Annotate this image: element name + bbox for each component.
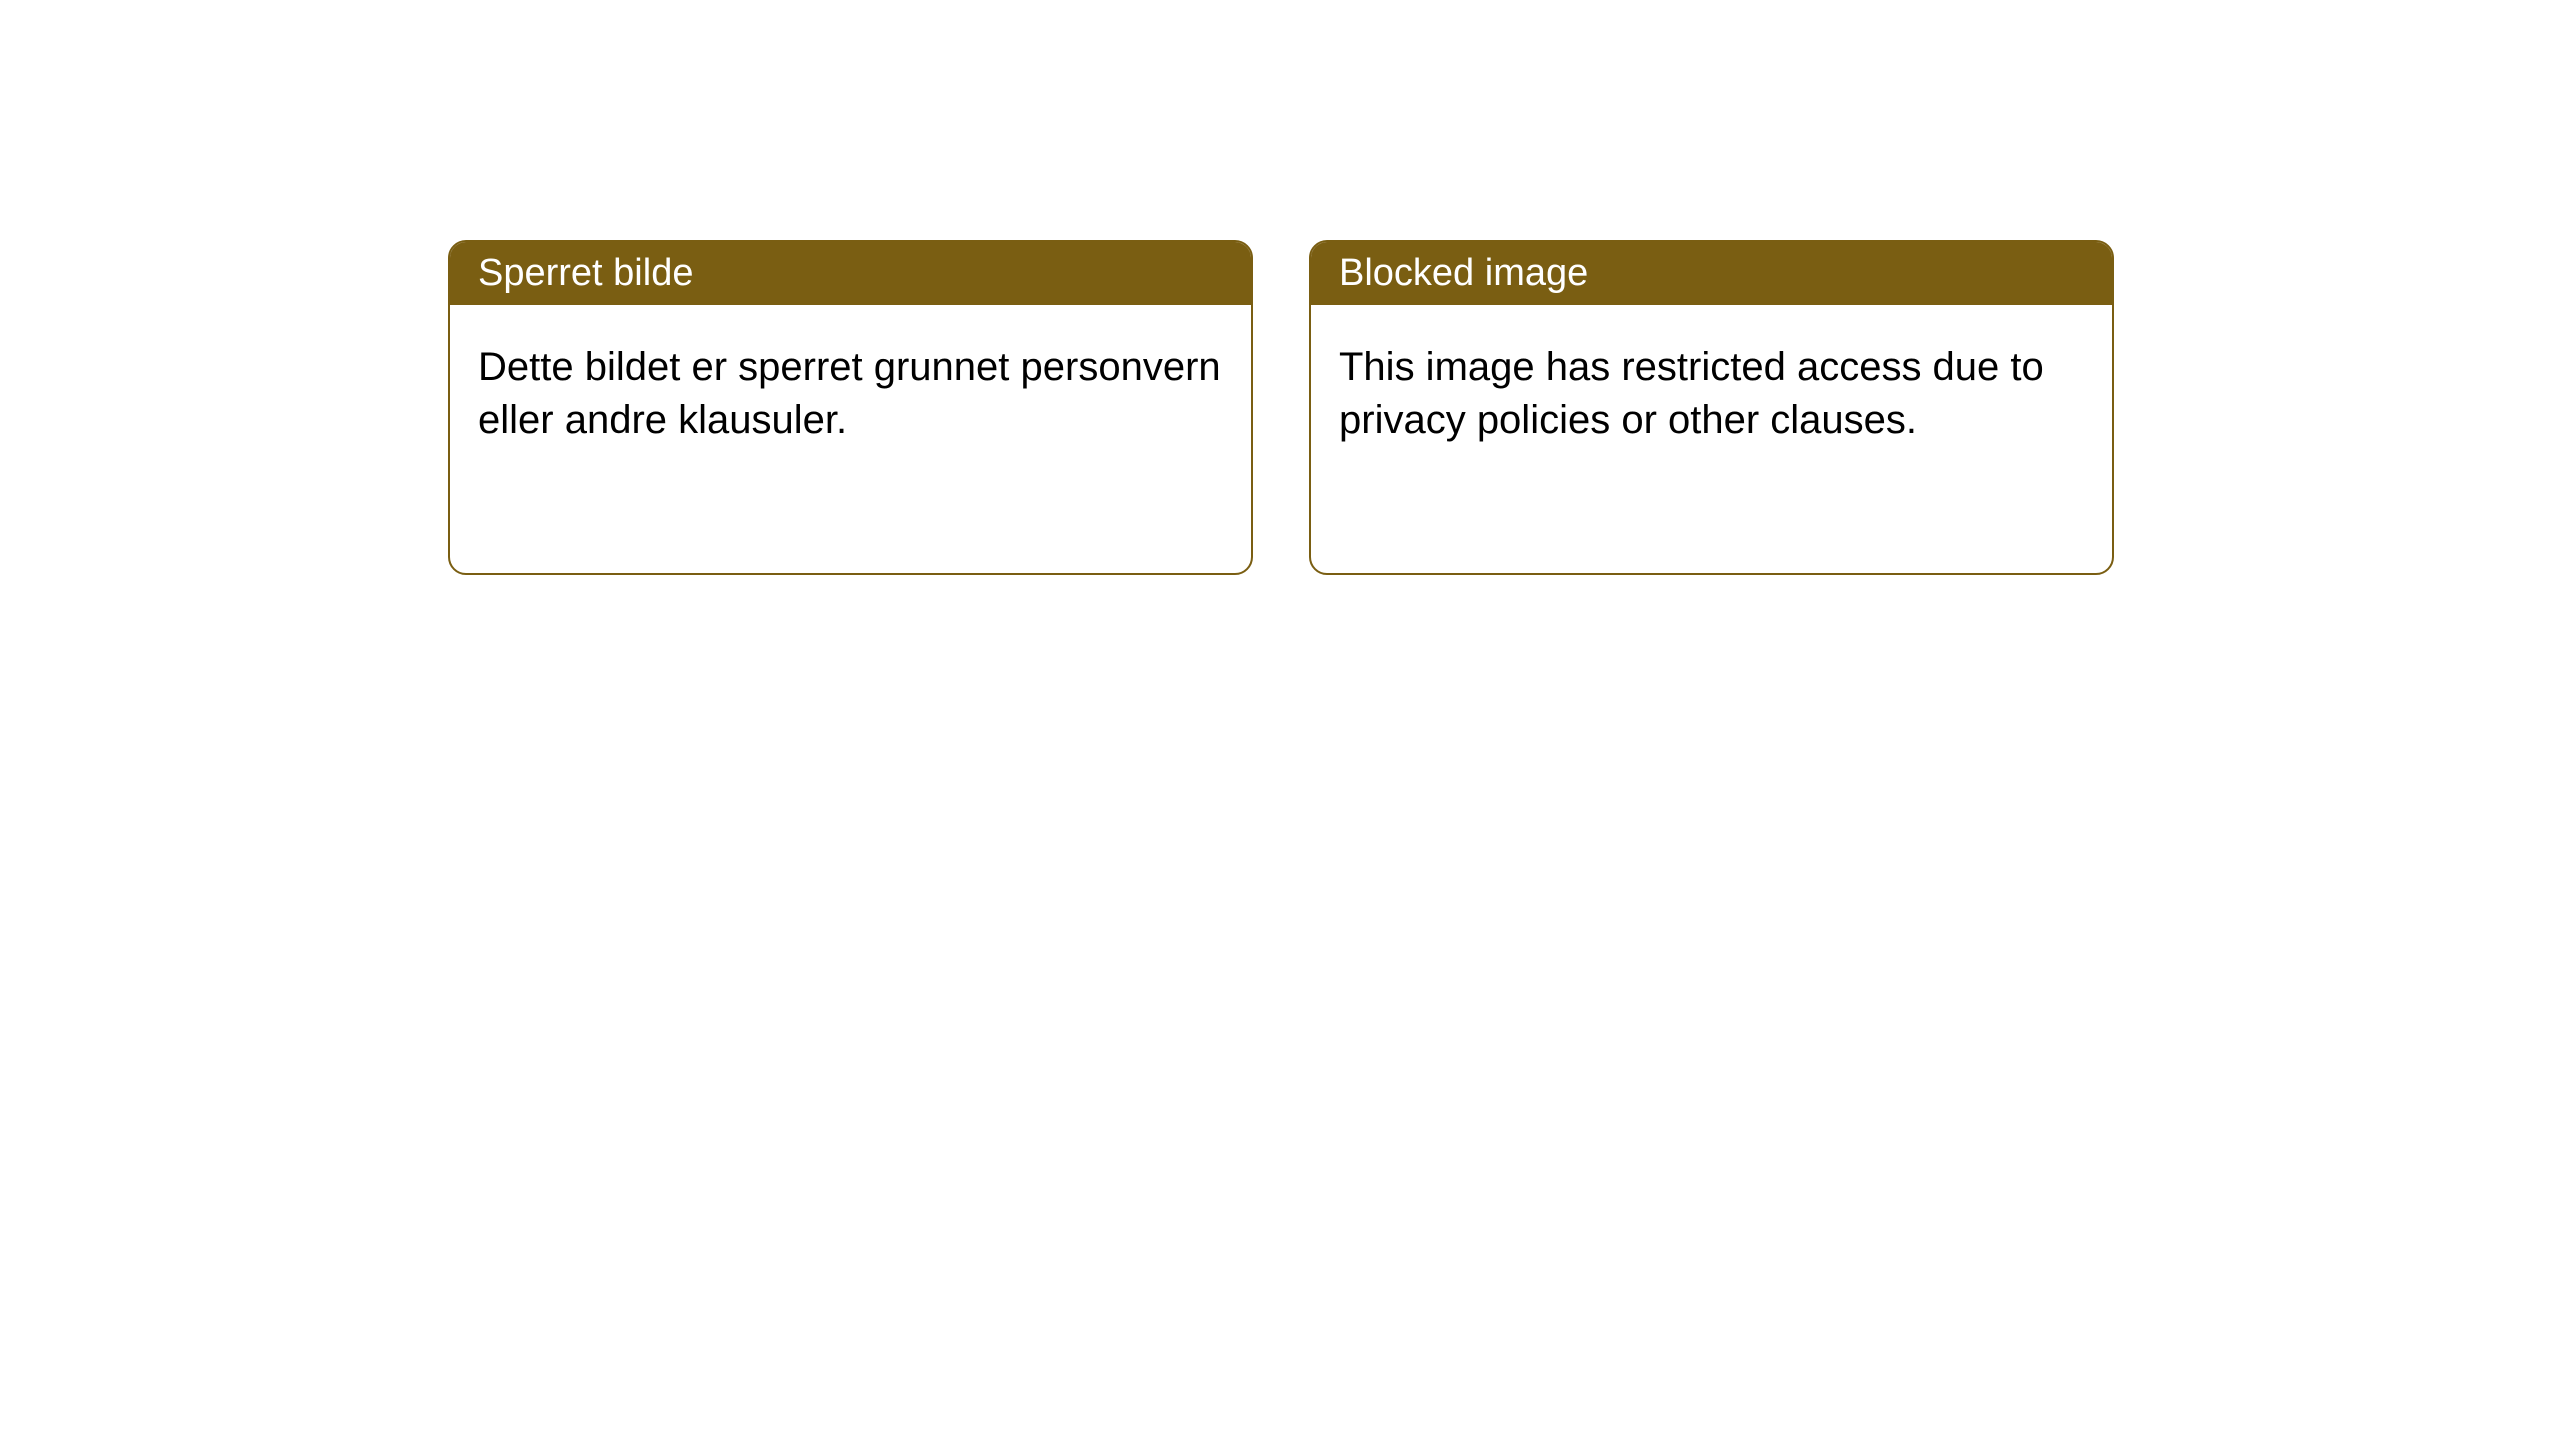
notice-card-message: This image has restricted access due to … bbox=[1339, 345, 2044, 442]
notice-card-title: Sperret bilde bbox=[478, 252, 693, 294]
notice-card-message: Dette bildet er sperret grunnet personve… bbox=[478, 345, 1221, 442]
notice-card-title: Blocked image bbox=[1339, 252, 1588, 294]
notice-card-header: Sperret bilde bbox=[450, 242, 1251, 305]
notice-card-norwegian: Sperret bilde Dette bildet er sperret gr… bbox=[448, 240, 1253, 575]
notice-card-header: Blocked image bbox=[1311, 242, 2112, 305]
notice-card-english: Blocked image This image has restricted … bbox=[1309, 240, 2114, 575]
notice-card-body: This image has restricted access due to … bbox=[1311, 305, 2112, 483]
notice-container: Sperret bilde Dette bildet er sperret gr… bbox=[0, 0, 2560, 575]
notice-card-body: Dette bildet er sperret grunnet personve… bbox=[450, 305, 1251, 483]
